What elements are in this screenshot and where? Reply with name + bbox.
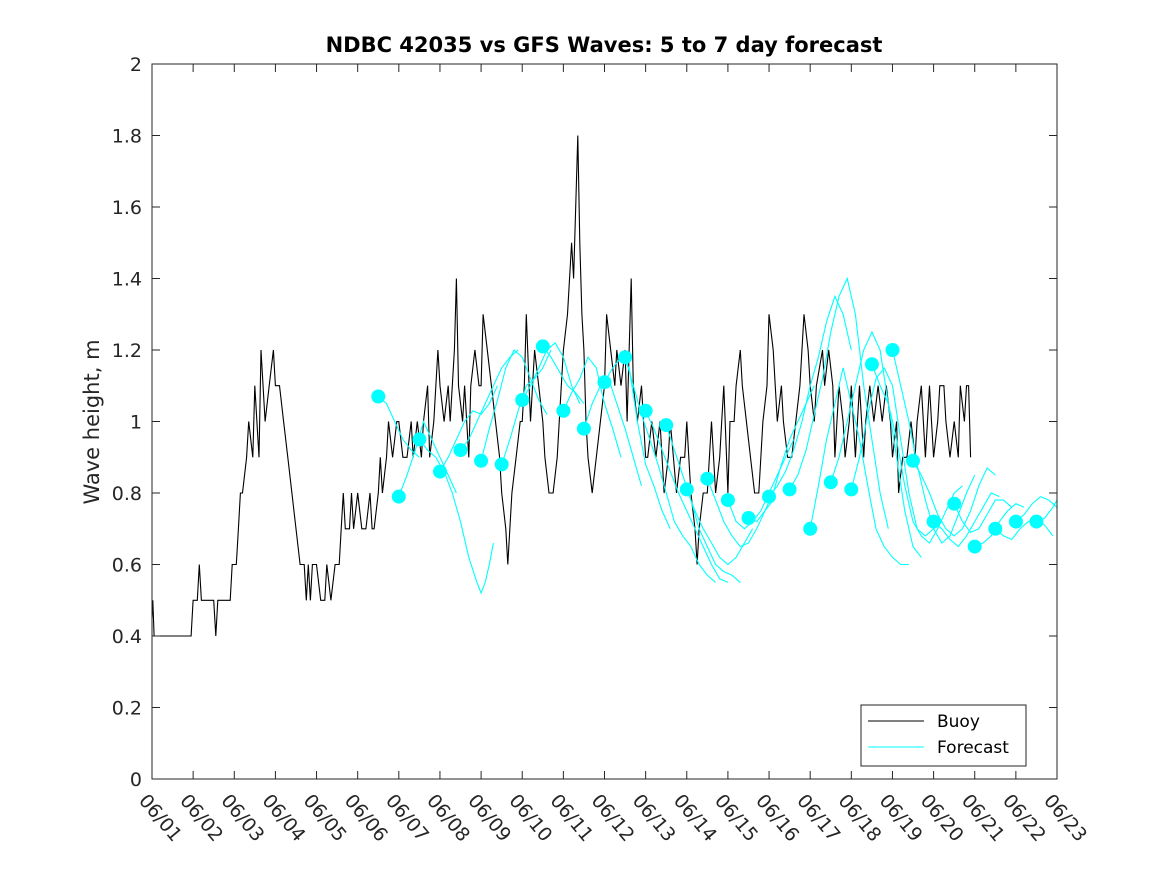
- y-tick-label: 2: [130, 54, 142, 76]
- forecast-point: [618, 350, 633, 365]
- forecast-line: [891, 349, 976, 544]
- forecast-point: [638, 403, 653, 418]
- forecast-line: [871, 364, 963, 544]
- forecast-line: [377, 396, 420, 458]
- forecast-line: [501, 349, 552, 465]
- forecast-point: [720, 493, 735, 508]
- y-tick-label: 1.4: [112, 269, 142, 291]
- forecast-line: [830, 330, 922, 558]
- forecast-point: [823, 475, 838, 490]
- y-tick-label: 1: [130, 412, 142, 434]
- forecast-line: [850, 366, 943, 537]
- chart-title: NDBC 42035 vs GFS Waves: 5 to 7 day fore…: [326, 33, 883, 57]
- legend-box: [860, 704, 1027, 767]
- forecast-point: [412, 432, 427, 447]
- forecast-point: [433, 464, 447, 479]
- y-tick-label: 1.6: [112, 197, 142, 219]
- forecast-point: [967, 539, 982, 554]
- legend-label-forecast: Forecast: [937, 738, 1009, 758]
- forecast-line: [460, 349, 519, 451]
- forecast-point: [515, 393, 530, 407]
- forecast-point: [803, 521, 818, 536]
- forecast-line: [789, 276, 889, 529]
- y-tick-label: 0.2: [112, 698, 142, 720]
- forecast-line: [439, 385, 499, 472]
- forecast-line: [418, 439, 494, 595]
- forecast-line: [727, 439, 795, 530]
- forecast-point: [679, 482, 694, 497]
- y-tick-label: 1.2: [112, 340, 142, 362]
- forecast-line: [953, 499, 1013, 533]
- forecast-point: [741, 511, 756, 525]
- forecast-line: [480, 349, 548, 461]
- forecast-point: [844, 482, 859, 497]
- forecast-point: [597, 375, 612, 390]
- forecast-line: [645, 410, 729, 583]
- forecast-point: [1029, 514, 1044, 529]
- y-tick-label: 0.4: [112, 626, 142, 648]
- forecast-line: [1015, 495, 1058, 523]
- forecast-line: [665, 424, 741, 583]
- forecast-point: [1008, 514, 1023, 529]
- forecast-line: [974, 503, 1025, 548]
- legend-label-buoy: Buoy: [937, 712, 980, 732]
- series-layer: [151, 135, 1058, 637]
- y-tick-label: 0: [130, 769, 142, 791]
- legend: Buoy Forecast: [860, 704, 1027, 767]
- y-tick-label: 0.6: [112, 555, 142, 577]
- forecast-line: [809, 367, 909, 566]
- forecast-point: [864, 357, 879, 372]
- forecast-line: [686, 489, 754, 566]
- forecast-point: [762, 489, 776, 504]
- forecast-point: [474, 453, 489, 468]
- forecast-line: [521, 342, 581, 404]
- forecast-point: [906, 453, 920, 468]
- forecast-line: [912, 460, 996, 537]
- forecast-point: [885, 343, 900, 357]
- forecast-line: [933, 492, 1000, 548]
- forecast-point: [494, 457, 509, 472]
- y-tick-label: 1.8: [112, 126, 142, 148]
- forecast-point: [535, 339, 550, 354]
- forecast-line: [994, 517, 1054, 541]
- forecast-point: [988, 521, 1003, 536]
- forecast-line: [604, 356, 671, 530]
- forecast-line: [583, 377, 643, 487]
- forecast-point: [576, 421, 591, 436]
- y-axis-label: Wave height, m: [80, 339, 104, 504]
- forecast-point: [556, 403, 571, 418]
- y-tick-label: 0.8: [112, 483, 142, 505]
- forecast-point: [371, 389, 386, 404]
- forecast-point: [947, 496, 962, 511]
- forecast-point: [391, 489, 406, 504]
- forecast-line: [748, 385, 815, 523]
- forecast-line: [706, 478, 774, 548]
- forecast-line: [542, 346, 585, 404]
- forecast-point: [700, 471, 715, 486]
- forecast-point: [659, 418, 674, 433]
- forecast-point: [782, 482, 797, 497]
- forecast-point: [926, 514, 941, 529]
- forecast-line: [562, 356, 622, 458]
- forecast-point: [453, 443, 468, 458]
